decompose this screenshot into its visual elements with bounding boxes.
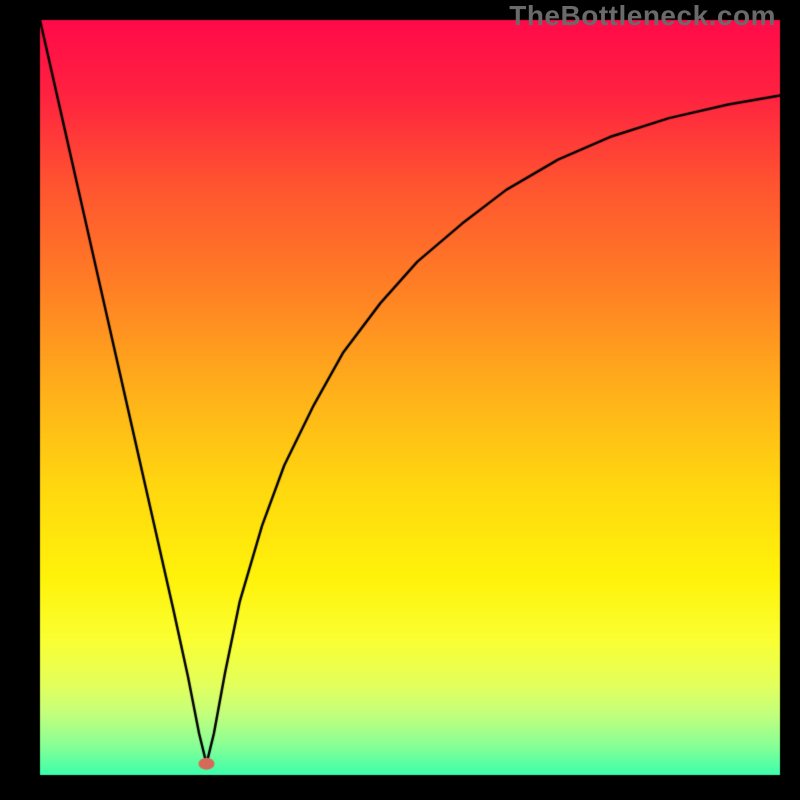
watermark-text: TheBottleneck.com bbox=[509, 0, 776, 32]
chart-stage: TheBottleneck.com bbox=[0, 0, 800, 800]
bottleneck-curve-chart bbox=[0, 0, 800, 800]
